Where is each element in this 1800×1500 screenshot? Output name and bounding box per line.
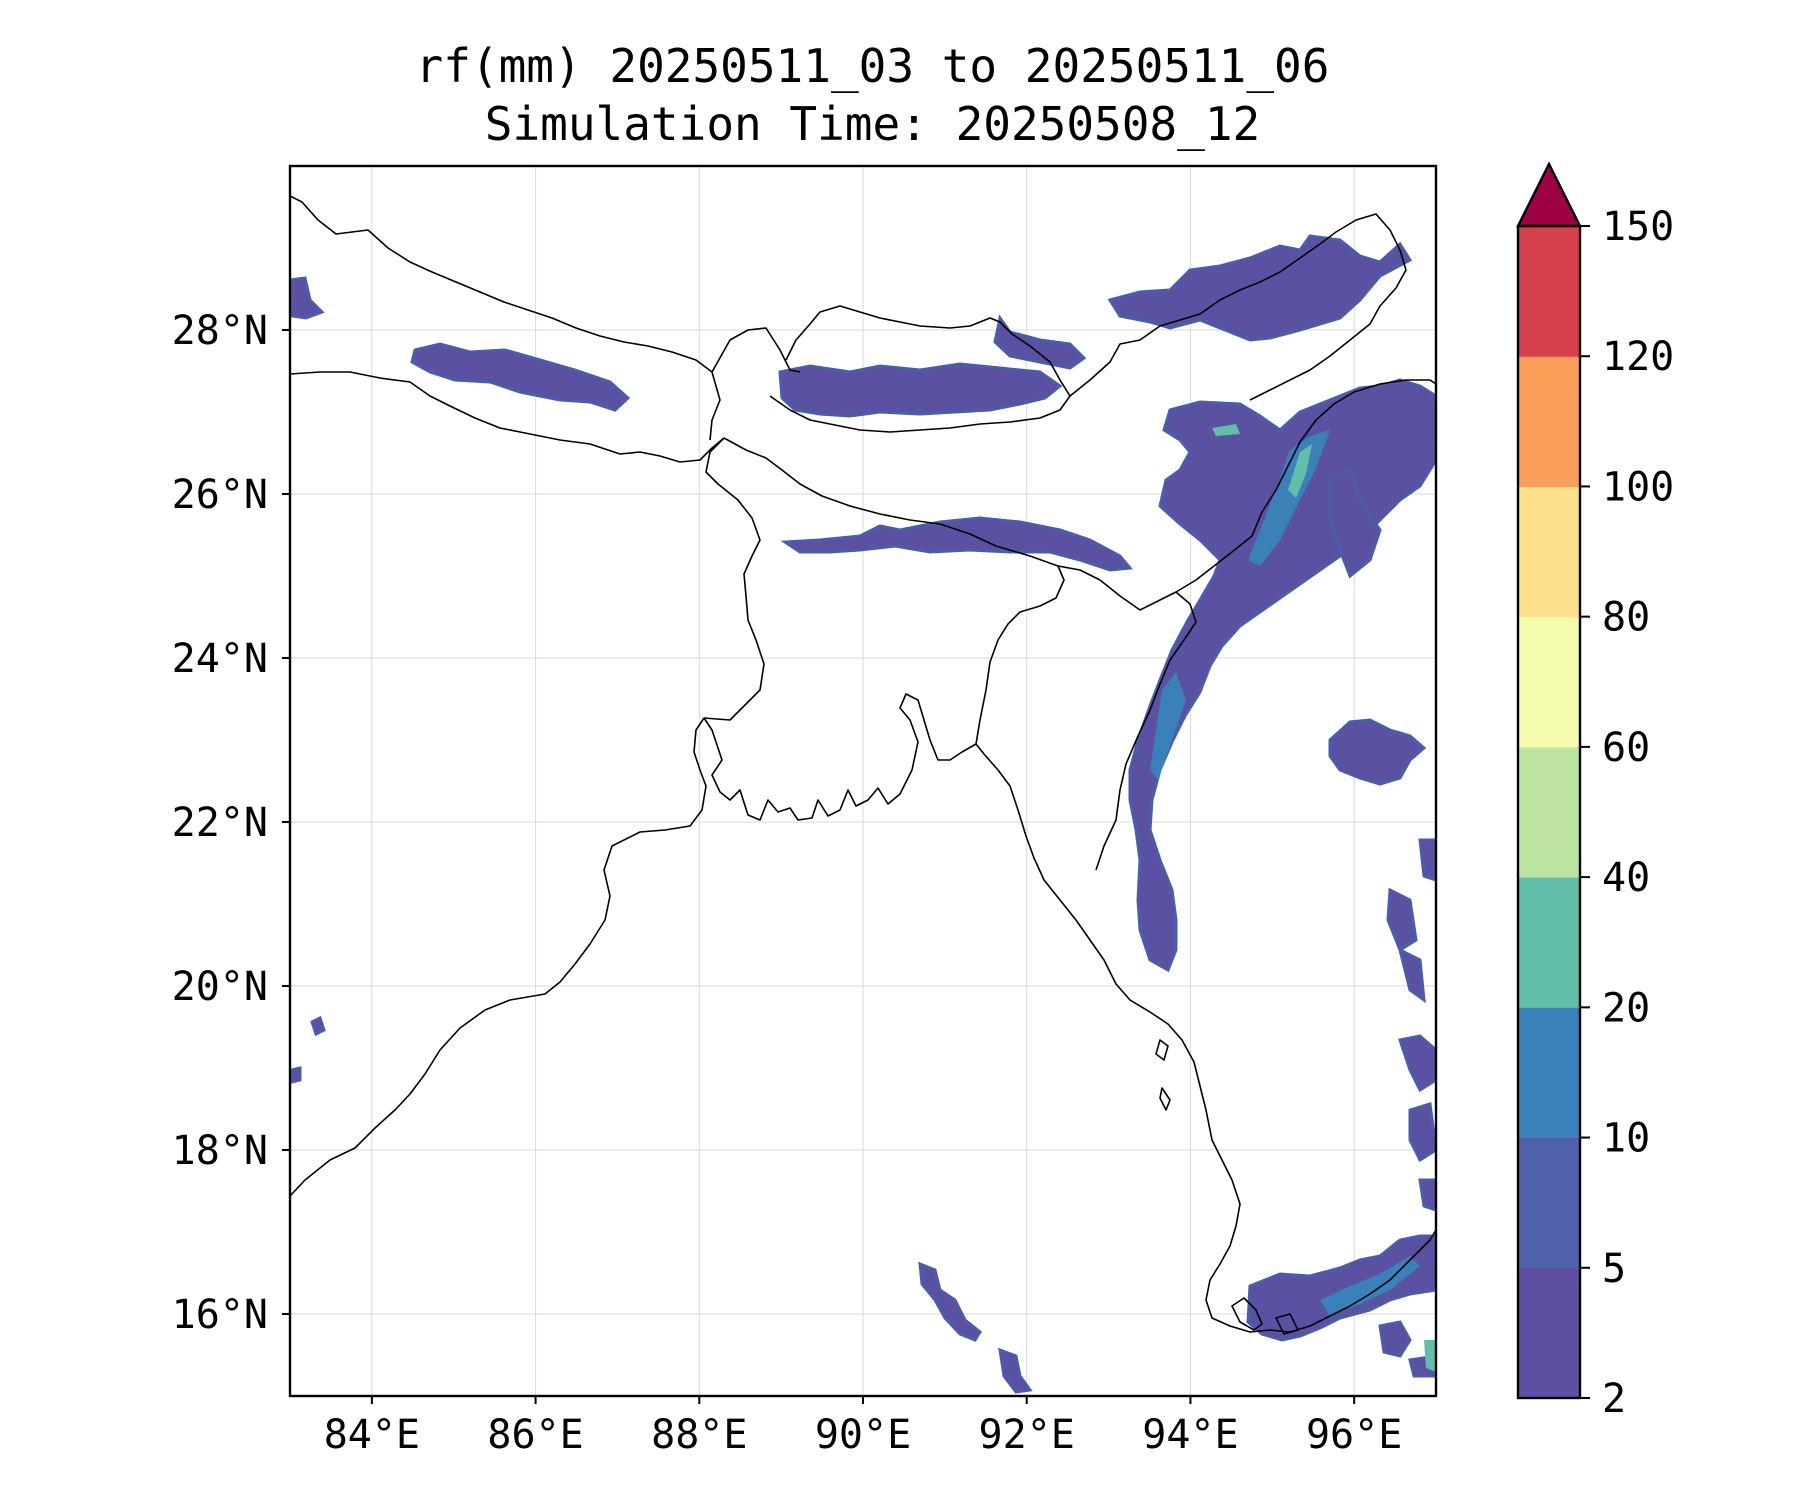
mon-state-islands [1231,1297,1299,1335]
colorbar-tick-label: 40 [1602,855,1650,901]
tick-label-lat: 28°N [172,308,268,354]
colorbar-tick-label: 120 [1602,334,1674,380]
bangladesh-border-north [723,437,1065,745]
colorbar-tick-label: 80 [1602,595,1650,641]
coastlines-and-borders [290,195,1436,1335]
tick-label-lat: 24°N [172,636,268,682]
rain-patch-heavy-mon [1424,1340,1436,1372]
colorbar-segment [1518,746,1580,878]
tick-label-lon: 96°E [1306,1412,1402,1458]
tick-label-lat: 26°N [172,472,268,518]
rain-patch-nepal-west [290,276,325,320]
axis-ticks: 84°E 86°E 88°E 90°E 92°E 94°E 96°E 16°N 18°N 20°N… [172,308,1403,1458]
rain-patch-moderate-assam [1248,430,1330,566]
rain-patch-nepal-central [410,342,631,412]
tick-label-lat: 16°N [172,1292,268,1338]
colorbar-extend-arrow [1516,161,1582,228]
colorbar-segment [1518,1137,1580,1269]
tick-label-lon: 94°E [1142,1412,1238,1458]
colorbar-tick-label: 5 [1602,1246,1626,1292]
tick-label-lon: 88°E [651,1412,747,1458]
colorbar-segment [1518,356,1580,487]
tick-label-lat: 18°N [172,1128,268,1174]
rain-patch-mon-coast [1246,1234,1436,1342]
rain-patch-moderate-arakan [1150,672,1186,780]
india-east-coastline [290,717,707,1197]
colorbar-segment [1518,486,1580,618]
arunachal-border [1069,213,1407,401]
sikkim-bhutan-border [711,305,1071,433]
tick-label-lon: 92°E [979,1412,1075,1458]
rain-patch-bay-south [918,1261,1033,1394]
rainfall-patches [290,234,1436,1394]
myanmar-coastline [983,753,1436,1333]
nepal-border-south [290,371,725,463]
rain-patch-meghalaya [780,516,1133,572]
rain-patch-myanmar-plateau [1328,718,1427,786]
rain-patch-heavy-assam [1212,424,1312,498]
india-northeast-border [1057,565,1197,871]
colorbar-tick-label: 10 [1602,1116,1650,1162]
tick-label-lon: 84°E [324,1412,420,1458]
colorbar-tick-label: 150 [1602,204,1674,250]
tick-label-lat: 22°N [172,800,268,846]
colorbar-segment [1518,877,1580,1008]
rain-patch-myanmar-se [1398,1034,1436,1212]
colorbar-tick-label: 100 [1602,464,1674,510]
tick-label-lat: 20°N [172,964,268,1010]
colorbar-tick-label: 2 [1602,1376,1626,1422]
colorbar-segment [1518,226,1580,357]
rain-patch-moderate-mon [1320,1256,1420,1316]
colorbar-segment [1518,616,1580,748]
colorbar-tick-label: 20 [1602,985,1650,1031]
colorbar-segment [1518,1267,1580,1399]
bangladesh-border-west [703,437,765,721]
map-title: rf(mm) 20250511_03 to 20250511_06 [415,39,1330,93]
andaman-islands [1155,1039,1171,1111]
tick-label-lon: 86°E [487,1412,583,1458]
map-subtitle: Simulation Time: 20250508_12 [484,97,1261,151]
colorbar-segment [1518,1007,1580,1139]
rain-patch-bhutan [993,314,1087,370]
colorbar-tick-label: 60 [1602,725,1650,771]
colorbar-frame [1516,224,1582,1400]
india-myanmar-border [1175,379,1436,593]
rain-patch-manipur [1328,467,1382,579]
rain-patch-orissa-coast [290,1015,326,1084]
colorbar: 2 5 10 20 40 60 80 100 120 150 [1516,161,1674,1422]
nepal-border-north [290,195,721,441]
rain-patch-nepal-east [778,362,1063,418]
rain-patch-arunachal [1107,234,1413,342]
bangladesh-coastline [703,693,985,821]
rain-patch-myanmar-east [1386,838,1436,1004]
tick-label-lon: 90°E [815,1412,911,1458]
